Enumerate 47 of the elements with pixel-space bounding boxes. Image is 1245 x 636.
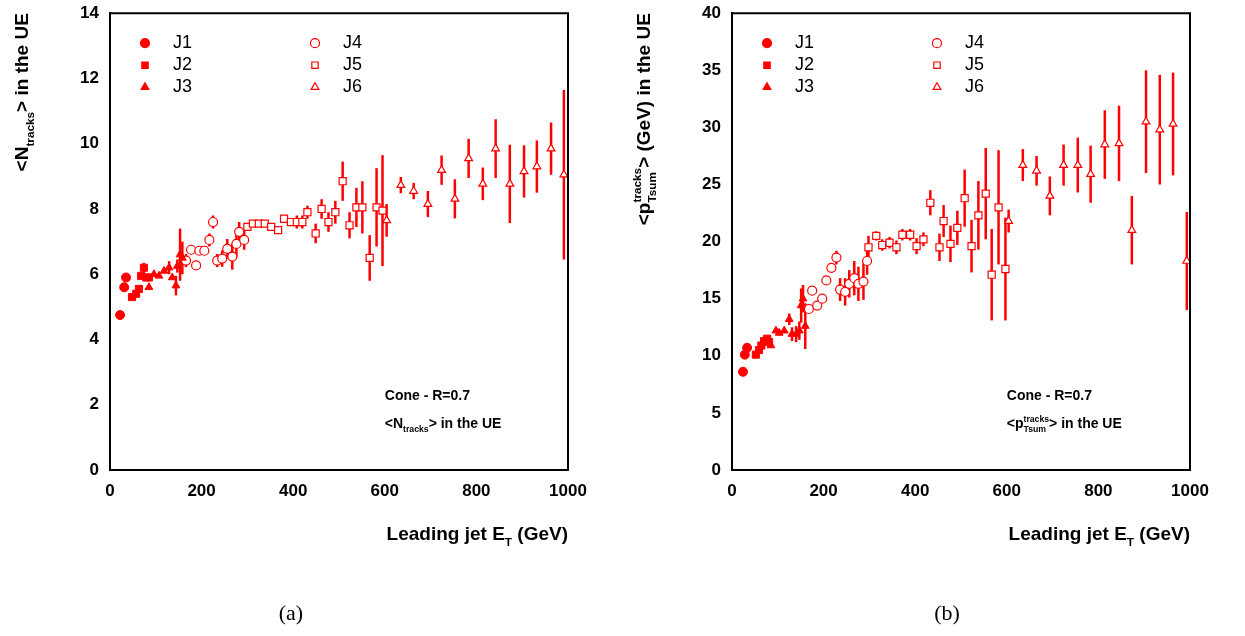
text: (a)	[277, 600, 305, 626]
y-tick-label: 12	[80, 68, 99, 88]
y-tick-label: 5	[711, 402, 721, 422]
x-tick-label: 200	[187, 480, 216, 500]
legend-label: J4	[343, 32, 363, 53]
x-tick-label: 400	[901, 480, 930, 500]
y-tick-label: 30	[702, 117, 721, 137]
legend-label: J1	[795, 32, 815, 53]
legend-label: J2	[173, 54, 193, 75]
legend-label: J6	[343, 76, 363, 97]
y-axis-title: <Ntracks> in the UE	[11, 13, 36, 172]
legend-label: J3	[173, 76, 193, 97]
text: (b)	[933, 600, 961, 626]
y-tick-label: 0	[711, 459, 721, 479]
y-tick-label: 40	[702, 2, 721, 22]
y-tick-label: 4	[89, 329, 100, 349]
legend-label: J1	[173, 32, 193, 53]
y-tick-label: 14	[80, 2, 100, 22]
x-tick-label: 800	[462, 480, 491, 500]
x-tick-label: 200	[809, 480, 838, 500]
x-tick-label: 600	[992, 480, 1021, 500]
y-tick-label: 10	[80, 133, 99, 153]
y-tick-label: 6	[89, 263, 99, 283]
annotation: Cone - R=0.7	[384, 387, 471, 403]
x-tick-label: 0	[727, 480, 737, 500]
y-tick-label: 2	[89, 394, 99, 414]
y-tick-label: 8	[89, 198, 99, 218]
legend-label: J6	[965, 76, 985, 97]
legend-label: J2	[795, 54, 815, 75]
y-tick-label: 35	[702, 59, 721, 79]
y-tick-label: 0	[89, 459, 99, 479]
x-tick-label: 800	[1084, 480, 1113, 500]
y-tick-label: 25	[702, 174, 721, 194]
x-tick-label: 600	[370, 480, 399, 500]
legend-label: J5	[343, 54, 363, 75]
y-axis-title: <ptracksTsum> (GeV) in the UE	[630, 13, 658, 226]
x-tick-label: 400	[279, 480, 308, 500]
x-tick-label: 1000	[549, 480, 587, 500]
x-tick-label: 0	[105, 480, 115, 500]
y-tick-label: 15	[702, 288, 721, 308]
legend-label: J3	[795, 76, 815, 97]
x-tick-label: 1000	[1171, 480, 1209, 500]
legend-label: J4	[965, 32, 985, 53]
y-tick-label: 10	[702, 345, 721, 365]
y-tick-label: 20	[702, 231, 721, 251]
legend-label: J5	[965, 54, 985, 75]
annotation: Cone - R=0.7	[1006, 387, 1093, 403]
